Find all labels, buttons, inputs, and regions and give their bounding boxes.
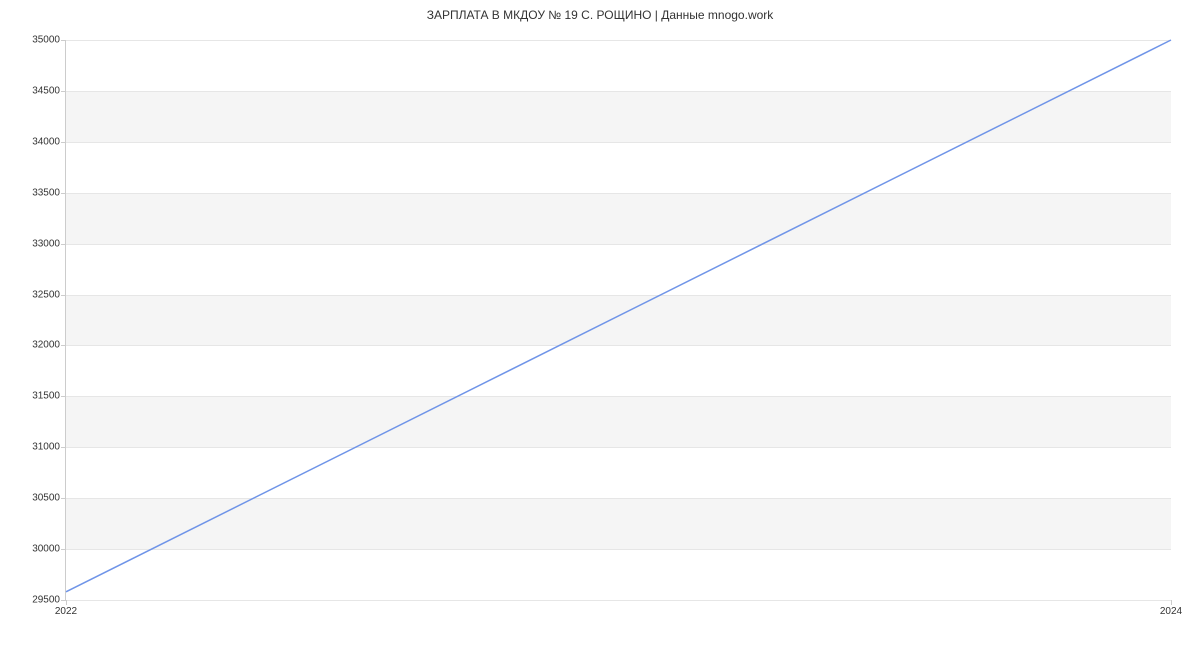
- x-tick-label: 2022: [55, 600, 77, 617]
- y-tick-label: 33000: [32, 238, 66, 249]
- y-tick-label: 35000: [32, 35, 66, 46]
- y-tick-label: 31500: [32, 391, 66, 402]
- series-line-salary: [66, 40, 1171, 592]
- y-tick-label: 33500: [32, 187, 66, 198]
- y-gridline: [66, 600, 1171, 601]
- y-tick-label: 30500: [32, 493, 66, 504]
- line-series-layer: [66, 40, 1171, 600]
- y-tick-label: 32000: [32, 340, 66, 351]
- y-tick-label: 34000: [32, 136, 66, 147]
- x-tick-label: 2024: [1160, 600, 1182, 617]
- y-tick-label: 34500: [32, 85, 66, 96]
- y-tick-label: 30000: [32, 544, 66, 555]
- salary-line-chart: ЗАРПЛАТА В МКДОУ № 19 С. РОЩИНО | Данные…: [0, 0, 1200, 650]
- chart-title: ЗАРПЛАТА В МКДОУ № 19 С. РОЩИНО | Данные…: [0, 0, 1200, 22]
- plot-area: 2950030000305003100031500320003250033000…: [65, 40, 1171, 601]
- y-tick-label: 31000: [32, 442, 66, 453]
- y-tick-label: 32500: [32, 289, 66, 300]
